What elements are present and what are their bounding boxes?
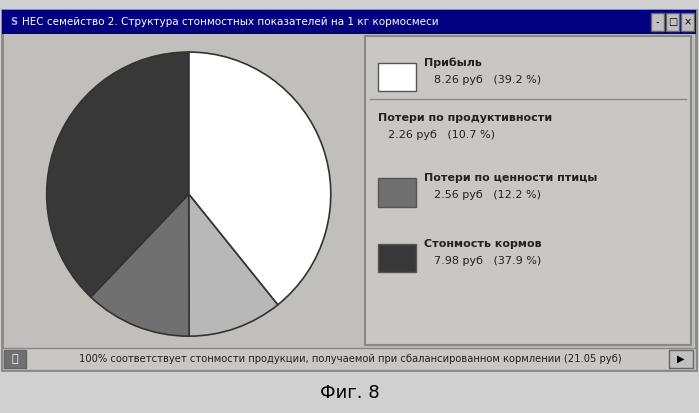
Bar (378, 244, 416, 272)
Wedge shape (189, 52, 331, 305)
Bar (666, 13, 679, 31)
Bar (651, 13, 664, 31)
Text: Потери по ценности птицы: Потери по ценности птицы (424, 173, 598, 183)
Bar (681, 13, 694, 31)
Bar (669, 350, 693, 368)
Bar (378, 63, 416, 91)
Wedge shape (47, 52, 189, 297)
Text: S: S (10, 17, 17, 27)
Text: НЕС семейство 2. Структура стонмостных показателей на 1 кг кормосмеси: НЕС семейство 2. Структура стонмостных п… (22, 17, 439, 27)
Text: Стонмость кормов: Стонмость кормов (424, 239, 542, 249)
Text: 🌐: 🌐 (12, 354, 18, 364)
Text: 7.98 руб   (37.9 %): 7.98 руб (37.9 %) (434, 256, 541, 266)
Bar (4, 350, 26, 368)
Text: ▶: ▶ (677, 354, 685, 364)
Text: Фиг. 8: Фиг. 8 (319, 384, 380, 401)
Text: 8.26 руб   (39.2 %): 8.26 руб (39.2 %) (434, 75, 541, 85)
Text: ×: × (684, 17, 691, 27)
Text: Потери по продуктивности: Потери по продуктивности (378, 114, 552, 123)
Text: 2.56 руб   (12.2 %): 2.56 руб (12.2 %) (434, 190, 541, 200)
Text: □: □ (668, 17, 677, 27)
Wedge shape (91, 194, 189, 336)
Bar (2, 10, 696, 34)
Text: 2.26 руб   (10.7 %): 2.26 руб (10.7 %) (388, 131, 495, 140)
Text: Прибыль: Прибыль (424, 58, 482, 68)
Wedge shape (189, 194, 278, 336)
Text: 100% соответствует стонмости продукции, получаемой при сбалансированном кормлени: 100% соответствует стонмости продукции, … (79, 354, 621, 364)
Text: -: - (656, 17, 659, 27)
Bar (378, 178, 416, 206)
Bar (2, 348, 696, 370)
Bar (365, 36, 691, 345)
